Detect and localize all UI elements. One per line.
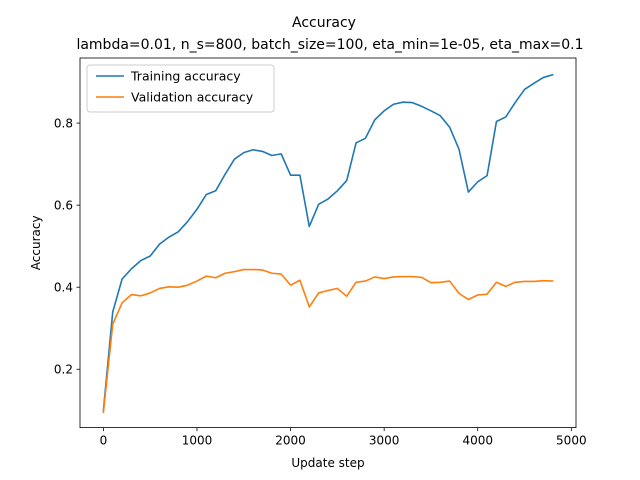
legend-label-validation: Validation accuracy — [131, 90, 254, 105]
plot-frame — [79, 57, 577, 429]
x-tick-label: 0 — [100, 434, 108, 448]
legend-label-training: Training accuracy — [130, 69, 241, 84]
series-line-validation — [102, 268, 554, 414]
y-tick-label: 0.6 — [54, 198, 73, 212]
x-axis: 0 1000 2000 3000 4000 5000 — [100, 427, 587, 448]
x-tick-label: 3000 — [369, 434, 400, 448]
legend-box — [86, 64, 275, 113]
chart-subtitle: lambda=0.01, n_s=800, batch_size=100, et… — [76, 37, 583, 53]
chart-title: Accuracy — [292, 15, 356, 31]
y-tick-label: 0.8 — [54, 116, 73, 130]
legend: Training accuracy Validation accuracy — [86, 64, 275, 113]
x-axis-label: Update step — [291, 456, 364, 470]
series-layer — [102, 73, 554, 414]
x-tick-label: 1000 — [182, 434, 213, 448]
y-axis: 0.2 0.4 0.6 0.8 — [54, 116, 80, 377]
series-line-training — [102, 73, 554, 412]
y-tick-label: 0.2 — [54, 363, 73, 377]
y-axis-label: Accuracy — [29, 215, 43, 270]
x-tick-label: 4000 — [462, 434, 493, 448]
plot-area — [79, 57, 577, 429]
x-tick-label: 2000 — [275, 434, 306, 448]
x-tick-label: 5000 — [556, 434, 587, 448]
y-tick-label: 0.4 — [54, 281, 73, 295]
